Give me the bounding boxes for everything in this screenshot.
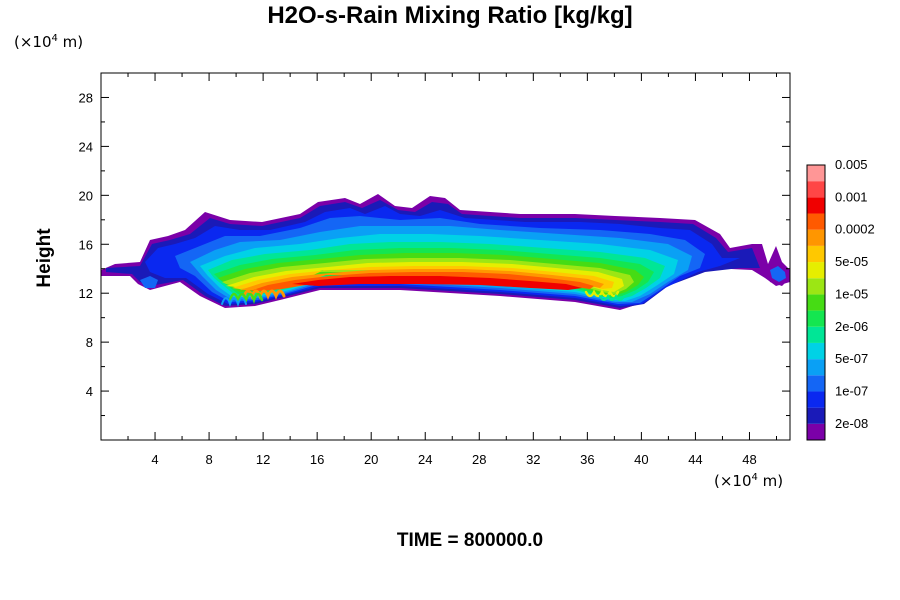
colorbar-swatch: [807, 375, 825, 392]
colorbar-swatch: [807, 310, 825, 327]
colorbar-swatch: [807, 262, 825, 279]
chart-title: H2O-s-Rain Mixing Ratio [kg/kg]: [267, 2, 633, 29]
colorbar: 2e-08 1e-07 5e-07 2e-06 1e-05 5e-05 0.0002 0.00…: [806, 157, 875, 441]
colorbar-label: 1e-07: [835, 383, 868, 398]
y-tick-label: 16: [79, 237, 93, 252]
contour-blob-right-inner: [770, 266, 786, 282]
y-axis-unit: (×104 m): [14, 33, 84, 51]
colorbar-swatch: [807, 229, 825, 246]
x-tick-label: 36: [580, 452, 594, 467]
x-tick-label: 12: [256, 452, 270, 467]
contour-level-15: [292, 276, 582, 290]
y-axis-label: Height: [34, 228, 55, 288]
x-tick-label: 4: [151, 452, 158, 467]
x-tick-label: 20: [364, 452, 378, 467]
y-tick-label: 24: [79, 139, 93, 154]
contour-blob-left: [140, 276, 158, 288]
colorbar-swatch: [807, 407, 825, 424]
colorbar-swatch: [807, 213, 825, 230]
wave-crests: [221, 289, 625, 308]
contour-field: [101, 194, 790, 310]
colorbar-label: 1e-05: [835, 286, 868, 301]
y-tick-label: 12: [79, 286, 93, 301]
colorbar-swatch: [807, 165, 825, 182]
x-tick-label: 8: [205, 452, 212, 467]
x-tick-label: 48: [742, 452, 756, 467]
contour-level-14: [250, 272, 594, 291]
colorbar-swatch: [807, 245, 825, 263]
colorbar-label: 0.005: [835, 157, 868, 172]
colorbar-label: 0.0002: [835, 222, 875, 237]
y-tick-label: 20: [79, 188, 93, 203]
y-tick-label: 4: [86, 384, 93, 399]
x-tick-label: 24: [418, 452, 432, 467]
time-label: TIME = 800000.0: [396, 530, 544, 551]
x-tick-label: 40: [634, 452, 648, 467]
contour-level-13: [240, 269, 604, 290]
x-tick-label: 28: [472, 452, 486, 467]
colorbar-swatch: [807, 326, 825, 343]
x-tick-label: 16: [310, 452, 324, 467]
colorbar-swatch: [807, 278, 825, 295]
colorbar-label: 0.001: [835, 189, 868, 204]
x-tick-label: 44: [688, 452, 702, 467]
x-tick-label: 32: [526, 452, 540, 467]
colorbar-label: 2e-06: [835, 319, 868, 334]
x-axis-unit: (×104 m): [714, 472, 784, 490]
colorbar-frame: [806, 164, 826, 441]
colorbar-label: 5e-05: [835, 254, 868, 269]
plot-frame: [100, 72, 791, 441]
y-tick-label: 8: [86, 335, 93, 350]
colorbar-swatch: [807, 294, 825, 311]
y-tick-label: 28: [79, 90, 93, 105]
colorbar-label: 5e-07: [835, 351, 868, 366]
colorbar-swatch: [807, 423, 825, 440]
colorbar-swatch: [807, 342, 825, 360]
contour-level-12: [232, 266, 614, 289]
colorbar-swatch: [807, 359, 825, 376]
colorbar-swatch: [807, 391, 825, 408]
colorbar-swatch: [807, 197, 825, 214]
colorbar-swatch: [807, 181, 825, 198]
colorbar-label: 2e-08: [835, 416, 868, 431]
